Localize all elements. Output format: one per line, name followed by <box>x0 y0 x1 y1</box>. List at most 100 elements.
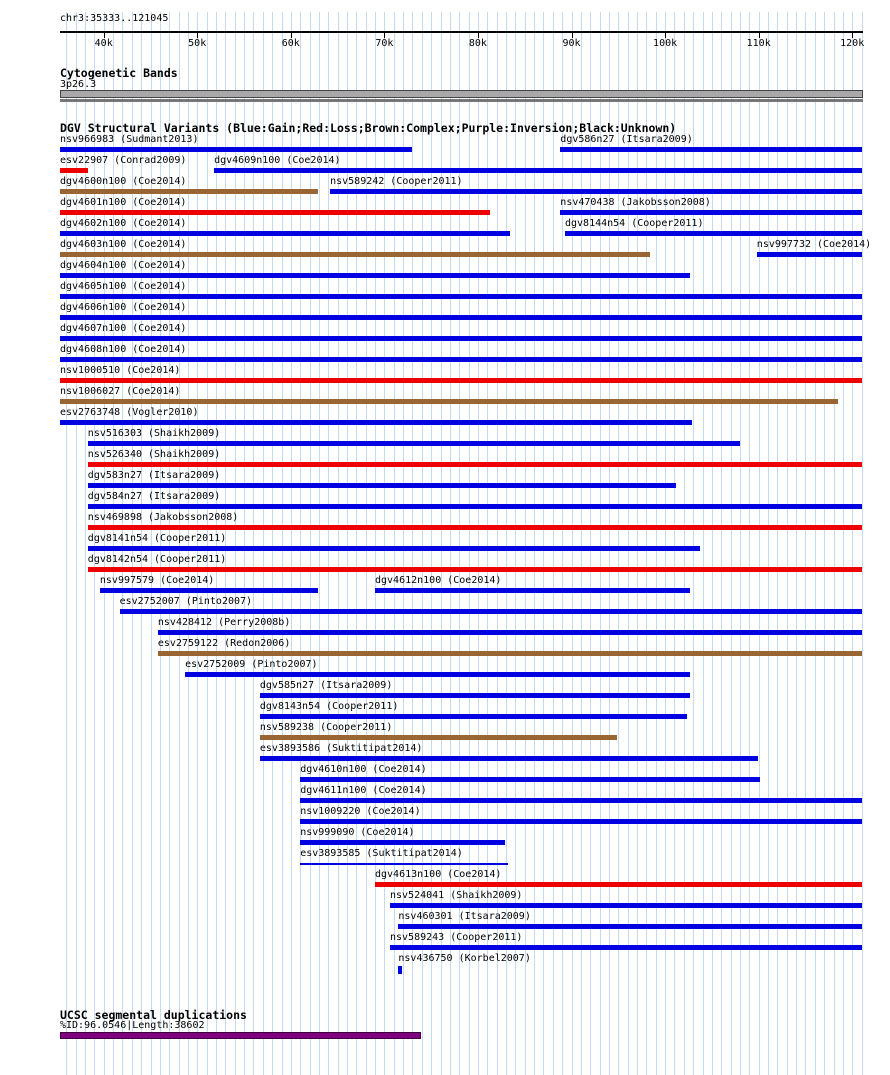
gridline <box>187 12 189 1075</box>
variant-bar[interactable] <box>330 189 862 194</box>
variant-bar[interactable] <box>398 966 403 974</box>
cytoband-label: 3p26.3 <box>60 79 97 90</box>
variant-bar[interactable] <box>60 399 839 404</box>
axis-tick <box>197 33 199 38</box>
gridline <box>272 12 274 1075</box>
gridline <box>702 12 704 1075</box>
variant-bar[interactable] <box>756 252 862 257</box>
variant-bar[interactable] <box>60 168 88 173</box>
cytogenetic-bands-title: Cytogenetic Bands <box>60 66 178 80</box>
variant-bar[interactable] <box>157 630 862 635</box>
gridline <box>608 12 610 1075</box>
segdup-bar[interactable] <box>60 1032 422 1039</box>
variant-bar[interactable] <box>375 588 691 593</box>
variant-bar[interactable] <box>87 525 862 530</box>
variant-label: dgv4607n100 (Coe2014) <box>60 323 187 334</box>
variant-bar[interactable] <box>214 168 862 173</box>
gridline <box>562 12 564 1075</box>
variant-bar[interactable] <box>560 210 862 215</box>
variant-bar[interactable] <box>300 777 760 782</box>
variant-bar[interactable] <box>259 714 688 719</box>
variant-label: nsv966983 (Sudmant2013) <box>60 134 199 145</box>
gridline <box>365 12 367 1075</box>
variant-bar[interactable] <box>300 840 506 845</box>
variant-bar[interactable] <box>60 147 413 152</box>
variant-label: dgv4609n100 (Coe2014) <box>214 155 341 166</box>
gridline <box>599 12 601 1075</box>
variant-bar[interactable] <box>259 735 618 740</box>
variant-bar[interactable] <box>60 210 491 215</box>
gridline <box>197 12 199 1075</box>
variant-bar[interactable] <box>398 924 862 929</box>
gridline <box>646 12 648 1075</box>
gridline <box>94 12 96 1075</box>
axis-tick <box>571 33 573 38</box>
variant-label: dgv584n27 (Itsara2009) <box>87 491 221 502</box>
variant-bar[interactable] <box>87 504 862 509</box>
gridline <box>159 12 161 1075</box>
variant-bar[interactable] <box>390 903 862 908</box>
variant-bar[interactable] <box>60 315 862 320</box>
variant-bar[interactable] <box>560 147 862 152</box>
variant-bar[interactable] <box>300 863 508 865</box>
variant-bar[interactable] <box>300 819 862 824</box>
variant-bar[interactable] <box>390 945 862 950</box>
variant-bar[interactable] <box>60 231 510 236</box>
gridline <box>477 12 479 1075</box>
variant-bar[interactable] <box>60 420 693 425</box>
variant-bar[interactable] <box>87 483 677 488</box>
variant-bar[interactable] <box>60 273 691 278</box>
gridline <box>113 12 114 1075</box>
gridline <box>253 12 255 1075</box>
variant-label: nsv469898 (Jakobsson2008) <box>87 512 239 523</box>
variant-bar[interactable] <box>60 189 318 194</box>
variant-label: dgv8144n54 (Cooper2011) <box>565 218 704 229</box>
variant-bar[interactable] <box>60 294 862 299</box>
variant-bar[interactable] <box>87 546 700 551</box>
gridline <box>655 12 657 1075</box>
variant-bar[interactable] <box>60 357 862 362</box>
variant-bar[interactable] <box>565 231 862 236</box>
variant-bar[interactable] <box>259 693 691 698</box>
gridline <box>449 12 451 1075</box>
gridline <box>824 12 826 1075</box>
axis-tick-label: 70k <box>375 38 394 49</box>
gridline <box>141 12 143 1075</box>
variant-bar[interactable] <box>300 798 862 803</box>
variant-label: dgv4605n100 (Coe2014) <box>60 281 187 292</box>
variant-label: dgv8142n54 (Cooper2011) <box>87 554 227 565</box>
gridline <box>459 12 461 1075</box>
variant-bar[interactable] <box>119 609 862 614</box>
variant-bar[interactable] <box>87 441 740 446</box>
gridline <box>225 12 227 1075</box>
gridline <box>178 12 180 1075</box>
gridline <box>590 12 592 1075</box>
gridline <box>571 12 573 1075</box>
cytoband-bar[interactable] <box>60 90 863 98</box>
variant-bar[interactable] <box>157 651 862 656</box>
gridline <box>552 12 554 1075</box>
gridline <box>487 12 489 1075</box>
variant-label: nsv516303 (Shaikh2009) <box>87 428 221 439</box>
variant-bar[interactable] <box>60 378 862 383</box>
variant-bar[interactable] <box>60 252 651 257</box>
variant-bar[interactable] <box>99 588 318 593</box>
gridline <box>216 12 217 1075</box>
variant-label: dgv4602n100 (Coe2014) <box>60 218 187 229</box>
variant-bar[interactable] <box>60 336 862 341</box>
variant-bar[interactable] <box>87 462 862 467</box>
variant-label: nsv589238 (Cooper2011) <box>259 722 393 733</box>
variant-label: nsv999090 (Coe2014) <box>300 827 415 838</box>
variant-label: dgv4611n100 (Coe2014) <box>300 785 427 796</box>
variant-bar[interactable] <box>375 882 862 887</box>
gridline <box>674 12 676 1075</box>
region-label: chr3:35333..121045 <box>60 13 169 24</box>
variant-label: dgv4600n100 (Coe2014) <box>60 176 187 187</box>
axis-tick <box>384 33 386 38</box>
variant-bar[interactable] <box>87 567 862 572</box>
variant-bar[interactable] <box>185 672 691 677</box>
axis-tick-label: 110k <box>746 38 771 49</box>
gridline <box>262 12 264 1075</box>
variant-bar[interactable] <box>259 756 758 761</box>
variant-label: dgv4608n100 (Coe2014) <box>60 344 187 355</box>
